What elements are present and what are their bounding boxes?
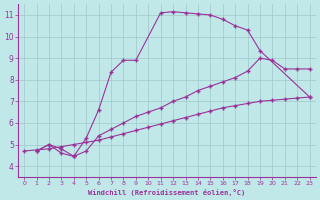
- X-axis label: Windchill (Refroidissement éolien,°C): Windchill (Refroidissement éolien,°C): [88, 189, 245, 196]
